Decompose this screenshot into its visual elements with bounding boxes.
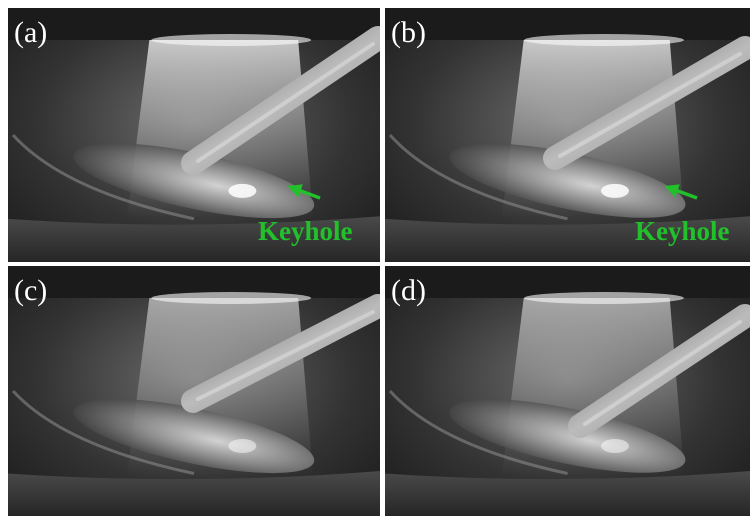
keyhole-label: Keyhole — [258, 216, 353, 246]
hot-spot — [601, 439, 629, 453]
hot-spot — [228, 184, 256, 198]
photo-panel: (b) Keyhole — [385, 8, 750, 262]
photo-panel: (d) — [385, 266, 750, 516]
photo-panel: (a) Keyhole — [8, 8, 380, 262]
panel-label: (b) — [391, 16, 426, 49]
panel-label: (d) — [391, 274, 426, 307]
figure: (a) Keyhole (b) Keyhole (c) (d) — [0, 0, 750, 516]
hot-spot — [228, 439, 256, 453]
photo-panel: (c) — [8, 266, 380, 516]
panel-label: (c) — [14, 274, 47, 307]
keyhole-label: Keyhole — [635, 216, 730, 246]
hot-spot — [601, 184, 629, 198]
panel-label: (a) — [14, 16, 47, 49]
